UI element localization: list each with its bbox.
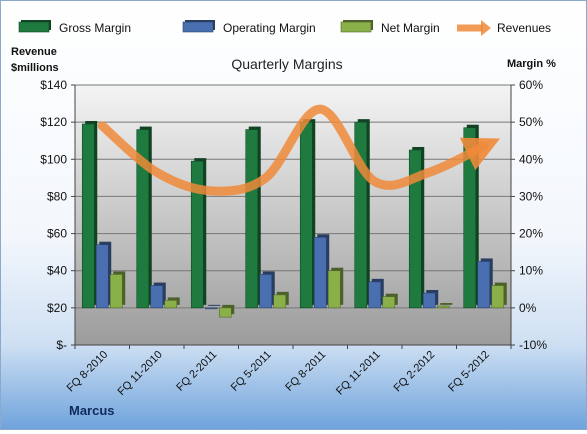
bar-gross-margin [299,121,313,309]
bar-net-margin-depth [440,303,453,305]
bar-net-margin [109,274,123,309]
x-tick-label: FQ 2-2011 [174,349,219,394]
y-left-label: Revenue $millions [11,46,60,74]
bar-operating-margin [368,281,382,309]
y-left-label-line-1: Revenue [11,46,57,58]
x-tick-label: FQ 2-2012 [392,349,438,395]
x-tick-label: FQ 8-2010 [65,349,111,395]
y-left-tick-label: $60 [47,227,67,241]
bar-operating-margin [259,274,273,309]
legend-arrow-icon [481,20,491,36]
bar-operating-margin-depth [208,304,221,306]
legend-swatch-net-margin [340,21,372,33]
bar-gross-margin [245,129,259,309]
y-left-tick-label: $40 [47,264,67,278]
bar-net-margin [218,307,232,318]
y-right-tick-label: 40% [519,152,543,166]
y-right-tick-label: 50% [519,115,543,129]
bar-operating-margin [422,292,436,309]
revenue-line [97,104,500,196]
source-credit: Marcus [69,403,115,418]
bar-gross-margin [136,129,150,309]
legend-swatch-operating-margin [182,21,214,33]
bar-operating-margin [150,285,164,309]
y-left-tick-label: $100 [40,152,67,166]
chart-title: Quarterly Margins [231,56,342,72]
legend-label-net-margin: Net Margin [381,21,440,35]
bar-net-margin [382,296,396,309]
y-left-tick-label: $140 [40,78,67,92]
y-right-tick-label: -10% [519,338,547,352]
y-right-label: Margin % [507,58,556,70]
bar-operating-margin [477,261,491,309]
bar-net-margin [273,294,287,309]
legend: Gross Margin Operating Margin Net Margin Re… [18,20,551,36]
revenues-line [97,104,500,196]
x-tick-label: FQ 5-2012 [446,349,492,395]
y-right-tick-label: 0% [519,301,537,315]
legend-swatch-gross-margin [18,21,50,33]
bar-gross-margin [463,127,477,309]
legend-label-revenues: Revenues [497,21,551,35]
bar-operating-margin [204,307,218,310]
legend-label-gross-margin: Gross Margin [59,21,131,35]
bar-operating-margin [95,244,109,309]
y-right-tick-label: 20% [519,227,543,241]
bar-net-margin [327,270,341,309]
y-left-tick-label: $- [56,338,67,352]
y-left-tick-label: $80 [47,189,67,203]
y-left-label-line-2: $millions [11,62,59,74]
bar-net-margin [164,300,178,309]
bar-gross-margin [408,149,422,309]
bar-net-margin [436,305,450,309]
y-right-tick-label: 30% [519,189,543,203]
y-left-tick-label: $120 [40,115,67,129]
x-tick-label: FQ 11-2010 [115,349,164,398]
x-tick-label: FQ 5-2011 [229,349,274,394]
legend-label-operating-margin: Operating Margin [223,21,316,35]
bar-gross-margin [190,160,204,309]
x-tick-label: FQ 11-2011 [334,349,383,398]
bar-operating-margin [313,236,327,309]
y-left-tick-label: $20 [47,301,67,315]
x-tick-label: FQ 8-2011 [283,349,328,394]
bar-gross-margin [81,123,95,309]
bar-net-margin [491,285,505,309]
bars [81,119,507,318]
y-right-tick-label: 60% [519,78,543,92]
y-right-tick-label: 10% [519,264,543,278]
